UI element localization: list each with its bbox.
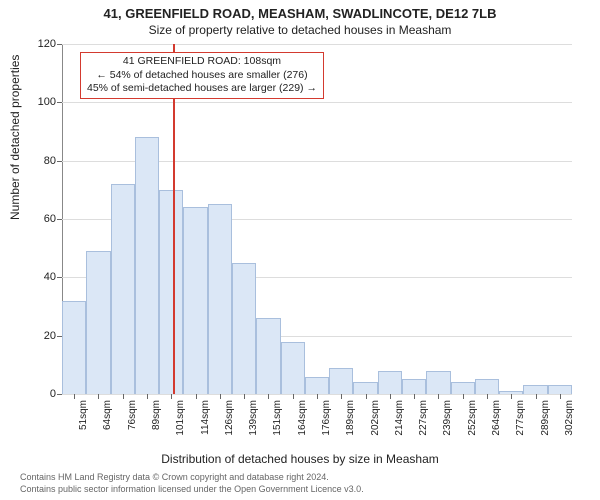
xtick-mark xyxy=(123,394,124,399)
plot-area: 02040608010012051sqm64sqm76sqm89sqm101sq… xyxy=(62,44,572,394)
ytick-mark xyxy=(57,219,62,220)
chart-container: 41, GREENFIELD ROAD, MEASHAM, SWADLINCOT… xyxy=(0,0,600,500)
ytick-label: 40 xyxy=(26,271,56,283)
histogram-bar xyxy=(159,190,183,394)
ytick-label: 100 xyxy=(26,96,56,108)
histogram-bar xyxy=(305,377,329,395)
histogram-bar xyxy=(475,379,499,394)
ytick-label: 0 xyxy=(26,388,56,400)
xtick-mark xyxy=(220,394,221,399)
footer-text-2: Contains public sector information licen… xyxy=(20,484,364,494)
grid-line xyxy=(62,44,572,45)
footer-text-1: Contains HM Land Registry data © Crown c… xyxy=(20,472,329,482)
page-title: 41, GREENFIELD ROAD, MEASHAM, SWADLINCOT… xyxy=(0,0,600,21)
xtick-label: 277sqm xyxy=(515,400,526,450)
xtick-mark xyxy=(74,394,75,399)
histogram-bar xyxy=(523,385,547,394)
xtick-label: 214sqm xyxy=(394,400,405,450)
histogram-bar xyxy=(548,385,572,394)
xtick-label: 239sqm xyxy=(442,400,453,450)
chart-subtitle: Size of property relative to detached ho… xyxy=(0,21,600,37)
xtick-label: 101sqm xyxy=(175,400,186,450)
xtick-label: 76sqm xyxy=(127,400,138,450)
histogram-bar xyxy=(183,207,207,394)
xtick-label: 51sqm xyxy=(78,400,89,450)
xtick-mark xyxy=(366,394,367,399)
xtick-mark xyxy=(463,394,464,399)
ytick-label: 120 xyxy=(26,38,56,50)
annotation-line: ← 54% of detached houses are smaller (27… xyxy=(87,69,317,83)
xtick-mark xyxy=(244,394,245,399)
histogram-bar xyxy=(426,371,450,394)
histogram-bar xyxy=(256,318,280,394)
x-axis-label: Distribution of detached houses by size … xyxy=(0,452,600,466)
xtick-mark xyxy=(341,394,342,399)
ytick-mark xyxy=(57,102,62,103)
xtick-mark xyxy=(171,394,172,399)
xtick-label: 227sqm xyxy=(418,400,429,450)
ytick-label: 60 xyxy=(26,213,56,225)
histogram-bar xyxy=(353,382,377,394)
xtick-mark xyxy=(268,394,269,399)
xtick-mark xyxy=(317,394,318,399)
xtick-label: 176sqm xyxy=(321,400,332,450)
xtick-mark xyxy=(487,394,488,399)
xtick-mark xyxy=(536,394,537,399)
xtick-label: 151sqm xyxy=(272,400,283,450)
xtick-mark xyxy=(560,394,561,399)
xtick-mark xyxy=(196,394,197,399)
histogram-bar xyxy=(62,301,86,394)
xtick-label: 164sqm xyxy=(297,400,308,450)
xtick-label: 189sqm xyxy=(345,400,356,450)
ytick-mark xyxy=(57,44,62,45)
xtick-mark xyxy=(438,394,439,399)
xtick-label: 89sqm xyxy=(151,400,162,450)
xtick-label: 202sqm xyxy=(370,400,381,450)
ytick-label: 80 xyxy=(26,155,56,167)
xtick-label: 139sqm xyxy=(248,400,259,450)
xtick-label: 252sqm xyxy=(467,400,478,450)
histogram-bar xyxy=(208,204,232,394)
annotation-box: 41 GREENFIELD ROAD: 108sqm← 54% of detac… xyxy=(80,52,324,99)
xtick-mark xyxy=(98,394,99,399)
xtick-label: 302sqm xyxy=(564,400,575,450)
histogram-bar xyxy=(378,371,402,394)
histogram-bar xyxy=(281,342,305,395)
annotation-line: 45% of semi-detached houses are larger (… xyxy=(87,82,317,96)
histogram-bar xyxy=(86,251,110,394)
xtick-mark xyxy=(511,394,512,399)
histogram-bar xyxy=(232,263,256,394)
xtick-label: 64sqm xyxy=(102,400,113,450)
xtick-label: 289sqm xyxy=(540,400,551,450)
histogram-bar xyxy=(135,137,159,394)
histogram-bar xyxy=(329,368,353,394)
histogram-bar xyxy=(111,184,135,394)
y-axis-label: Number of detached properties xyxy=(8,55,22,220)
xtick-label: 126sqm xyxy=(224,400,235,450)
annotation-line: 41 GREENFIELD ROAD: 108sqm xyxy=(87,55,317,69)
xtick-mark xyxy=(147,394,148,399)
xtick-mark xyxy=(414,394,415,399)
xtick-mark xyxy=(293,394,294,399)
ytick-mark xyxy=(57,277,62,278)
grid-line xyxy=(62,102,572,103)
ytick-mark xyxy=(57,161,62,162)
histogram-bar xyxy=(402,379,426,394)
xtick-label: 114sqm xyxy=(200,400,211,450)
xtick-mark xyxy=(390,394,391,399)
ytick-mark xyxy=(57,394,62,395)
xtick-label: 264sqm xyxy=(491,400,502,450)
histogram-bar xyxy=(451,382,475,394)
ytick-label: 20 xyxy=(26,330,56,342)
